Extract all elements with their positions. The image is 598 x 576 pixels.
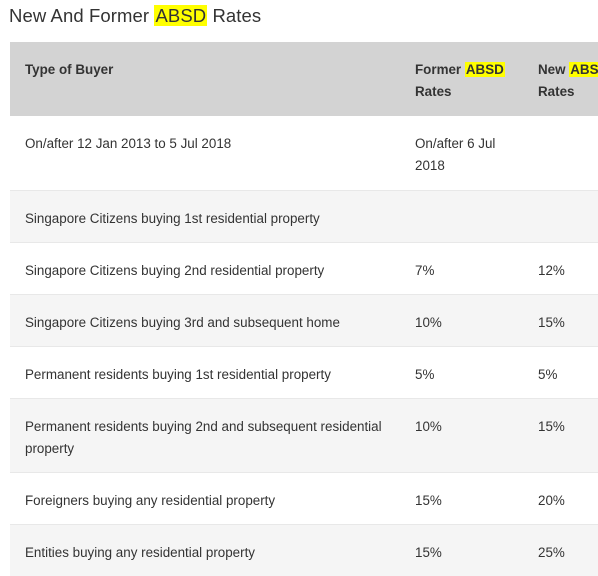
header-new-rates: New ABSD Rates (523, 42, 598, 116)
header-new-highlight: ABSD (569, 62, 598, 77)
table-row: Permanent residents buying 1st residenti… (10, 346, 598, 398)
header-former-highlight: ABSD (464, 62, 505, 77)
table-row: Singapore Citizens buying 3rd and subseq… (10, 294, 598, 346)
header-new-word: New (538, 62, 570, 77)
page-title: New And Former ABSD Rates (9, 5, 261, 27)
table-row: Foreigners buying any residential proper… (10, 472, 598, 524)
cell-former: 5% (415, 366, 435, 382)
title-text-after: Rates (207, 5, 262, 26)
header-former-word: Former (415, 62, 465, 77)
cell-former: 7% (415, 262, 435, 278)
cell-type: Entities buying any residential property (25, 544, 256, 560)
cell-new: 25% (538, 544, 565, 560)
cell-former: 10% (415, 418, 442, 434)
table-row: Singapore Citizens buying 1st residentia… (10, 190, 598, 242)
cell-new: 15% (538, 314, 565, 330)
table-row: Entities buying any residential property… (10, 524, 598, 576)
table-row: On/after 12 Jan 2013 to 5 Jul 2018 On/af… (10, 116, 598, 190)
cell-former: 15% (415, 492, 442, 508)
cell-new: 12% (538, 262, 565, 278)
cell-new (523, 190, 598, 242)
cell-type: Permanent residents buying 2nd and subse… (25, 418, 382, 456)
cell-type: Permanent residents buying 1st residenti… (25, 366, 331, 382)
cell-new (523, 116, 598, 190)
header-type-of-buyer: Type of Buyer (25, 62, 114, 77)
header-new-rates-word: Rates (538, 84, 575, 99)
cell-former: On/after 6 Jul 2018 (415, 136, 496, 173)
cell-type: Singapore Citizens buying 1st residentia… (25, 210, 320, 226)
table-header-row: Type of Buyer Former ABSD Rates New ABSD R… (10, 42, 598, 116)
table-row: Singapore Citizens buying 2nd residentia… (10, 242, 598, 294)
header-former-rates-word: Rates (415, 84, 452, 99)
cell-former (400, 190, 523, 242)
cell-new: 5% (538, 366, 558, 382)
cell-type: Singapore Citizens buying 3rd and subseq… (25, 314, 340, 330)
absd-rates-table: Type of Buyer Former ABSD Rates New ABSD R… (10, 42, 598, 576)
title-text-before: New And Former (9, 5, 155, 26)
cell-former: 15% (415, 544, 442, 560)
cell-type: On/after 12 Jan 2013 to 5 Jul 2018 (25, 136, 232, 151)
cell-type: Foreigners buying any residential proper… (25, 492, 276, 508)
title-highlight: ABSD (154, 5, 208, 26)
header-former-rates: Former ABSD Rates (400, 42, 523, 116)
cell-new: 15% (538, 418, 565, 434)
cell-type: Singapore Citizens buying 2nd residentia… (25, 262, 325, 278)
table-row: Permanent residents buying 2nd and subse… (10, 398, 598, 472)
cell-former: 10% (415, 314, 442, 330)
cell-new: 20% (538, 492, 565, 508)
